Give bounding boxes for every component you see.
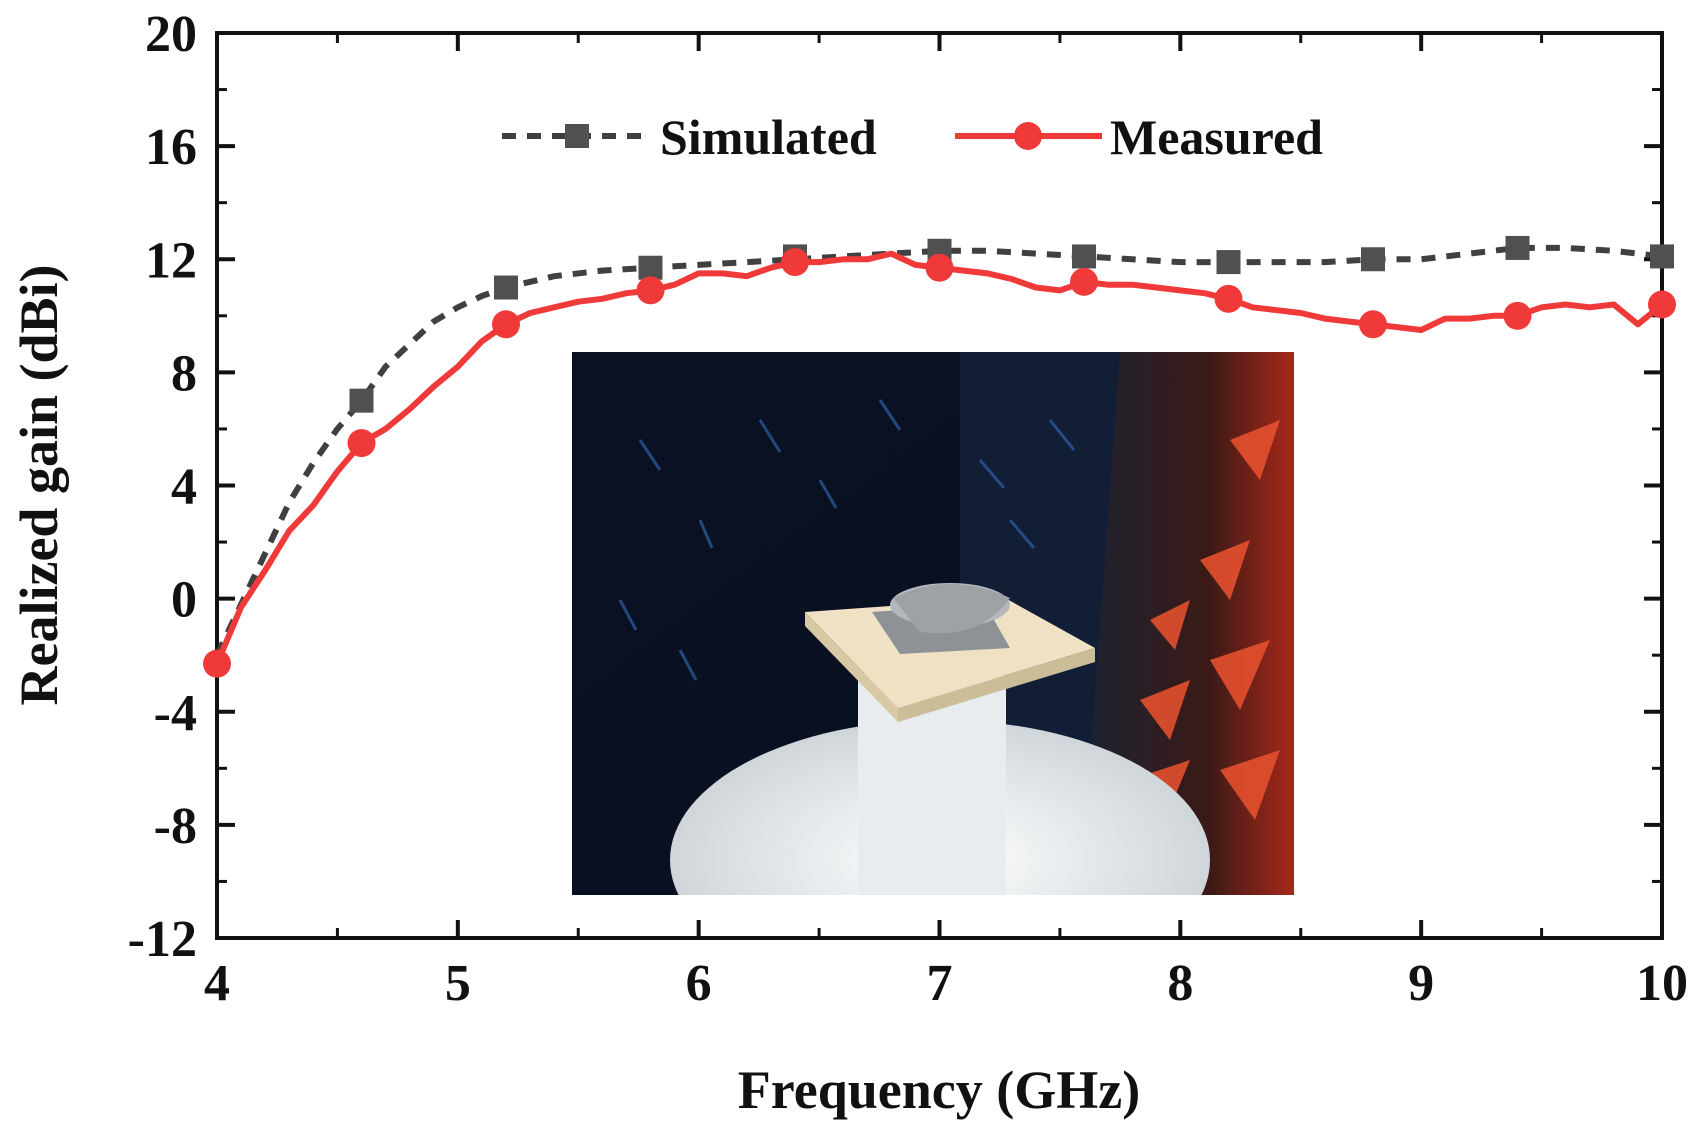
axis-ticks (215, 31, 1664, 940)
simulated-marker (349, 388, 374, 413)
x-tick-label: 5 (445, 955, 471, 1012)
measured-marker (1070, 267, 1098, 296)
x-tick-label: 9 (1408, 955, 1434, 1012)
x-tick-label: 6 (686, 955, 712, 1012)
measured-marker (1214, 284, 1243, 313)
legend-simulated-marker (565, 124, 589, 148)
simulated-marker (1505, 235, 1530, 260)
x-tick-label: 8 (1167, 955, 1193, 1012)
y-tick-label: -8 (154, 798, 197, 855)
simulated-marker (494, 275, 518, 300)
simulated-marker (1216, 250, 1241, 275)
measured-marker (1648, 290, 1676, 319)
simulated-marker (638, 255, 663, 280)
legend-measured-label: Measured (1110, 109, 1323, 165)
simulated-marker (1361, 247, 1385, 272)
measured-marker (636, 276, 665, 305)
y-axis-title: Realized gain (dBi) (9, 265, 69, 706)
series-layer (203, 235, 1676, 678)
simulated-marker (1072, 244, 1096, 269)
y-tick-label: 0 (171, 572, 197, 629)
legend-measured-marker (1014, 122, 1042, 150)
measured-marker (1359, 310, 1387, 339)
measured-marker (492, 310, 520, 339)
simulated-marker (1650, 244, 1674, 269)
legend-simulated-label: Simulated (660, 109, 877, 165)
measured-marker (347, 429, 376, 458)
measured-marker (781, 248, 809, 277)
x-tick-label: 7 (927, 955, 953, 1012)
y-tick-label: 8 (171, 345, 197, 402)
inset-photo (572, 352, 1294, 895)
y-tick-labels: -12 -8 -4 0 4 8 12 16 20 (128, 6, 197, 968)
y-tick-label: 4 (171, 459, 197, 516)
y-tick-label: -4 (154, 685, 197, 742)
y-tick-label: 16 (145, 119, 197, 176)
x-axis-title: Frequency (GHz) (738, 1060, 1140, 1120)
measured-marker (203, 649, 231, 678)
y-tick-label: 20 (145, 6, 197, 63)
x-tick-labels: 4 5 6 7 8 9 10 (204, 955, 1688, 1012)
y-tick-label: 12 (145, 232, 197, 289)
y-tick-label: -12 (128, 911, 197, 968)
legend: Simulated Measured (502, 109, 1323, 165)
x-tick-label: 10 (1636, 955, 1688, 1012)
measured-marker (925, 253, 954, 282)
measured-marker (1503, 301, 1532, 330)
x-tick-label: 4 (204, 955, 230, 1012)
